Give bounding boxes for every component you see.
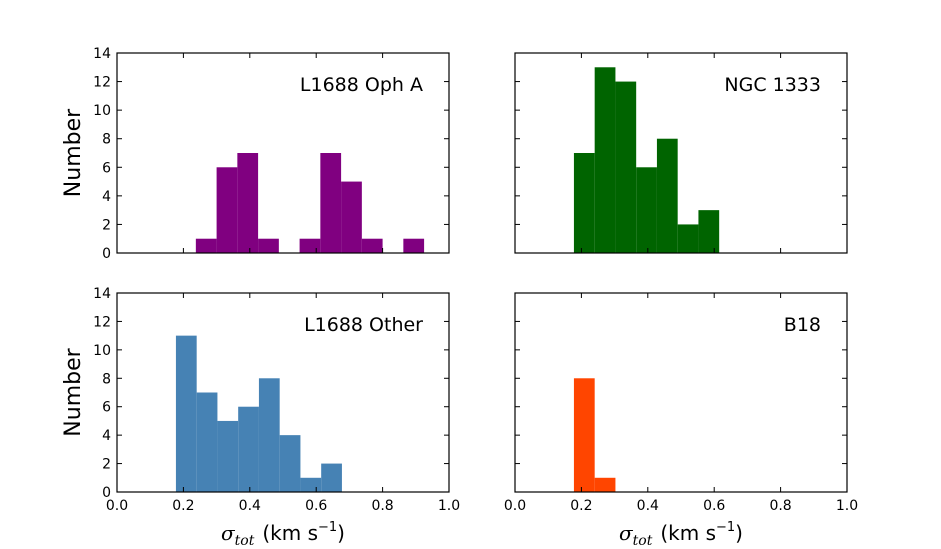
l1688-oph-a-bar-0	[195, 238, 217, 253]
sigma-symbol: σ	[221, 521, 236, 545]
l1688-other-xtick-label: 0.2	[172, 498, 194, 514]
b18-axes-frame	[514, 292, 848, 493]
l1688-other-bar-2	[217, 420, 239, 492]
l1688-other-bar-1	[196, 392, 218, 492]
x-units: (km s	[262, 521, 318, 545]
x-units-exponent: −1	[318, 520, 337, 535]
l1688-other-x-axis-title: σtot (km s−1)	[221, 520, 345, 549]
panel-ngc-1333: NGC 1333	[514, 52, 848, 254]
l1688-oph-a-bar-2	[237, 153, 259, 253]
ngc-1333-bar-5	[677, 224, 699, 253]
l1688-other-xtick-label: 0.4	[239, 498, 261, 514]
sigma-subscript: tot	[235, 533, 255, 549]
l1688-other-ytick-label: 6	[102, 400, 111, 416]
l1688-other-y-axis-title: Number	[61, 347, 86, 436]
x-units-exponent: −1	[716, 520, 735, 535]
l1688-other-bar-5	[279, 435, 301, 492]
ngc-1333-bar-2	[615, 81, 637, 253]
l1688-oph-a-ytick-label: 10	[93, 103, 111, 119]
l1688-other-xtick-label: 0.6	[305, 498, 327, 514]
ngc-1333-bar-1	[594, 67, 616, 254]
l1688-other-ytick-label: 8	[102, 371, 111, 387]
x-units: (km s	[660, 521, 716, 545]
b18-xtick-label: 0.6	[703, 498, 725, 514]
b18-x-axis-title: σtot (km s−1)	[619, 520, 743, 549]
panel-l1688-oph-a: 0 2 4 6 8 10 12 14 L1688 Oph A Number	[61, 46, 450, 262]
l1688-other-xtick-label: 0.0	[106, 498, 128, 514]
ngc-1333-bar-3	[636, 167, 657, 253]
l1688-oph-a-bar-3	[258, 238, 279, 253]
l1688-oph-a-ytick-label: 4	[102, 189, 111, 205]
panel-l1688-other: 0 2 4 6 8 10 12 14 0.0 0.2 0.4 0.6 0.8 1.0 L1688 Other…	[61, 286, 460, 549]
l1688-oph-a-bar-5	[320, 153, 342, 253]
l1688-other-xtick-label: 1.0	[438, 498, 460, 514]
x-units-close: )	[337, 521, 345, 545]
l1688-oph-a-bar-6	[341, 181, 362, 253]
l1688-oph-a-bar-7	[361, 238, 383, 253]
ngc-1333-bar-6	[698, 210, 720, 253]
l1688-oph-a-panel-label: L1688 Oph A	[300, 74, 423, 96]
l1688-other-ytick-label: 12	[93, 314, 111, 330]
l1688-other-ytick-label: 2	[102, 457, 111, 473]
l1688-other-bar-3	[238, 406, 259, 492]
l1688-oph-a-bar-1	[216, 167, 238, 253]
l1688-oph-a-axes-frame	[116, 52, 450, 254]
b18-xtick-label: 1.0	[836, 498, 858, 514]
l1688-oph-a-ytick-label: 8	[102, 132, 111, 148]
b18-bar-1	[594, 477, 616, 492]
l1688-other-bar-7	[321, 463, 342, 492]
b18-bar-0	[573, 378, 595, 492]
b18-xtick-label: 0.2	[570, 498, 592, 514]
l1688-oph-a-ytick-label: 6	[102, 160, 111, 176]
ngc-1333-axes-frame	[514, 52, 848, 254]
l1688-other-ytick-label: 10	[93, 343, 111, 359]
l1688-oph-a-ytick-label: 0	[102, 246, 111, 262]
sigma-symbol: σ	[619, 521, 634, 545]
l1688-oph-a-ytick-label: 14	[93, 46, 111, 62]
l1688-other-ytick-label: 0	[102, 485, 111, 501]
ngc-1333-bar-4	[656, 138, 678, 253]
l1688-oph-a-bar-4	[299, 238, 321, 253]
l1688-oph-a-bar-8	[403, 238, 425, 253]
l1688-oph-a-ytick-label: 2	[102, 217, 111, 233]
b18-xtick-label: 0.8	[769, 498, 791, 514]
b18-panel-label: B18	[784, 314, 821, 336]
b18-xtick-label: 0.4	[637, 498, 659, 514]
l1688-oph-a-ytick-label: 12	[93, 75, 111, 91]
l1688-other-axes-frame	[116, 292, 450, 493]
l1688-oph-a-y-axis-title: Number	[61, 108, 86, 197]
x-units-close: )	[735, 521, 743, 545]
l1688-other-bar-4	[258, 378, 280, 492]
l1688-other-ytick-label: 4	[102, 428, 111, 444]
b18-xtick-label: 0.0	[504, 498, 526, 514]
sigma-subscript: tot	[633, 533, 653, 549]
panel-b18: 0.0 0.2 0.4 0.6 0.8 1.0 B18 σtot (km s−1)	[504, 292, 858, 549]
l1688-other-bar-6	[300, 477, 322, 492]
l1688-other-bar-0	[175, 335, 197, 492]
ngc-1333-bar-0	[573, 153, 595, 253]
l1688-other-ytick-label: 14	[93, 286, 111, 302]
ngc-1333-panel-label: NGC 1333	[724, 74, 821, 96]
l1688-other-panel-label: L1688 Other	[304, 314, 423, 336]
l1688-other-xtick-label: 0.8	[371, 498, 393, 514]
